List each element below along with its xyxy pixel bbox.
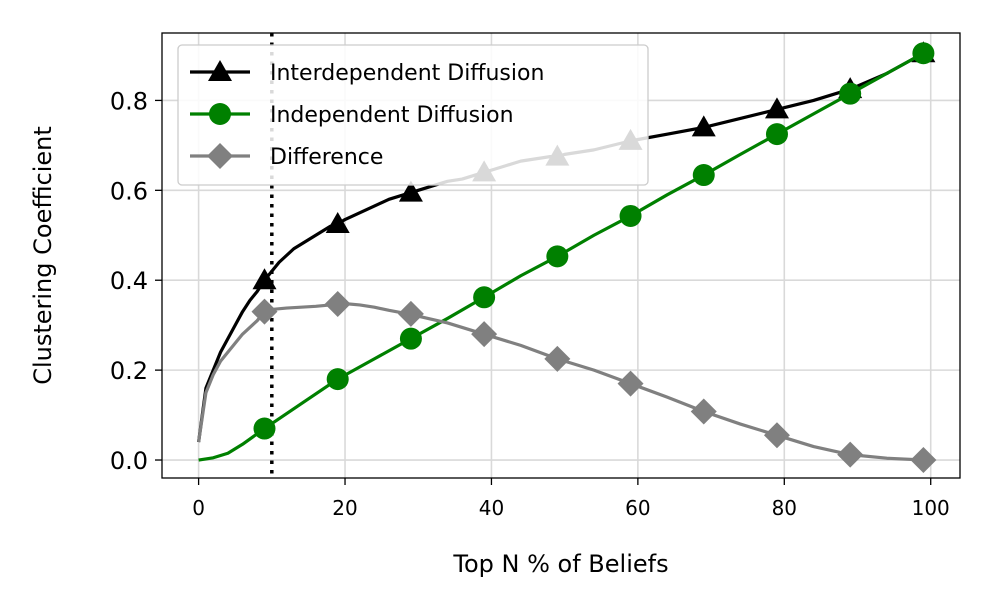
x-tick-label: 100 bbox=[912, 496, 950, 520]
x-tick-label: 60 bbox=[625, 496, 650, 520]
x-axis-label: Top N % of Beliefs bbox=[452, 550, 668, 578]
x-tick-label: 80 bbox=[772, 496, 797, 520]
data-point-independent-diffusion bbox=[839, 82, 862, 105]
data-point-interdependent-diffusion bbox=[691, 115, 716, 137]
data-point-independent-diffusion bbox=[473, 286, 496, 309]
data-point-interdependent-diffusion bbox=[764, 97, 789, 119]
y-tick-label: 0.0 bbox=[110, 447, 148, 475]
legend-marker-independent-diffusion bbox=[209, 103, 231, 125]
legend-label-interdependent-diffusion: Interdependent Diffusion bbox=[270, 61, 544, 86]
data-point-interdependent-diffusion bbox=[325, 212, 350, 234]
y-tick-label: 0.4 bbox=[110, 267, 148, 295]
data-point-difference bbox=[690, 398, 717, 425]
data-point-independent-diffusion bbox=[253, 417, 276, 440]
x-tick-label: 20 bbox=[332, 496, 357, 520]
data-point-independent-diffusion bbox=[399, 327, 422, 350]
data-point-difference bbox=[617, 370, 644, 397]
ticks: 0 20 40 60 80 100 0.0 0.2 0.4 0.6 0.8 bbox=[110, 87, 950, 520]
legend-box bbox=[177, 44, 649, 186]
legend-label-difference: Difference bbox=[270, 145, 383, 170]
legend-marker-difference bbox=[207, 143, 233, 169]
series-difference bbox=[197, 291, 937, 474]
data-point-independent-diffusion bbox=[765, 123, 788, 146]
data-point-interdependent-diffusion bbox=[252, 268, 277, 290]
x-tick-label: 0 bbox=[192, 496, 205, 520]
data-point-independent-diffusion bbox=[619, 204, 642, 227]
data-point-independent-diffusion bbox=[326, 368, 349, 391]
y-axis-label: Clustering Coefficient bbox=[29, 126, 57, 385]
data-point-difference bbox=[397, 300, 424, 327]
legend-marker-interdependent-diffusion bbox=[208, 60, 232, 81]
y-tick-label: 0.6 bbox=[110, 177, 148, 205]
x-tick-label: 40 bbox=[479, 496, 504, 520]
data-point-independent-diffusion bbox=[692, 164, 715, 187]
legend: Interdependent Diffusion Independent Diff… bbox=[177, 44, 649, 186]
data-point-difference bbox=[324, 291, 351, 318]
data-point-difference bbox=[251, 298, 278, 325]
data-point-difference bbox=[910, 447, 937, 474]
data-point-independent-diffusion bbox=[912, 42, 935, 65]
plot-frame bbox=[161, 32, 961, 479]
data-point-difference bbox=[837, 441, 864, 468]
data-point-independent-diffusion bbox=[546, 245, 569, 268]
data-point-difference bbox=[471, 321, 498, 348]
legend-label-independent-diffusion: Independent Diffusion bbox=[270, 103, 514, 128]
data-point-difference bbox=[544, 345, 571, 372]
y-tick-label: 0.2 bbox=[110, 357, 148, 385]
y-tick-label: 0.8 bbox=[110, 87, 148, 115]
series-independent-diffusion bbox=[198, 42, 935, 462]
data-point-difference bbox=[763, 422, 790, 449]
series-group bbox=[197, 41, 937, 474]
data-point-interdependent-diffusion bbox=[398, 180, 423, 202]
